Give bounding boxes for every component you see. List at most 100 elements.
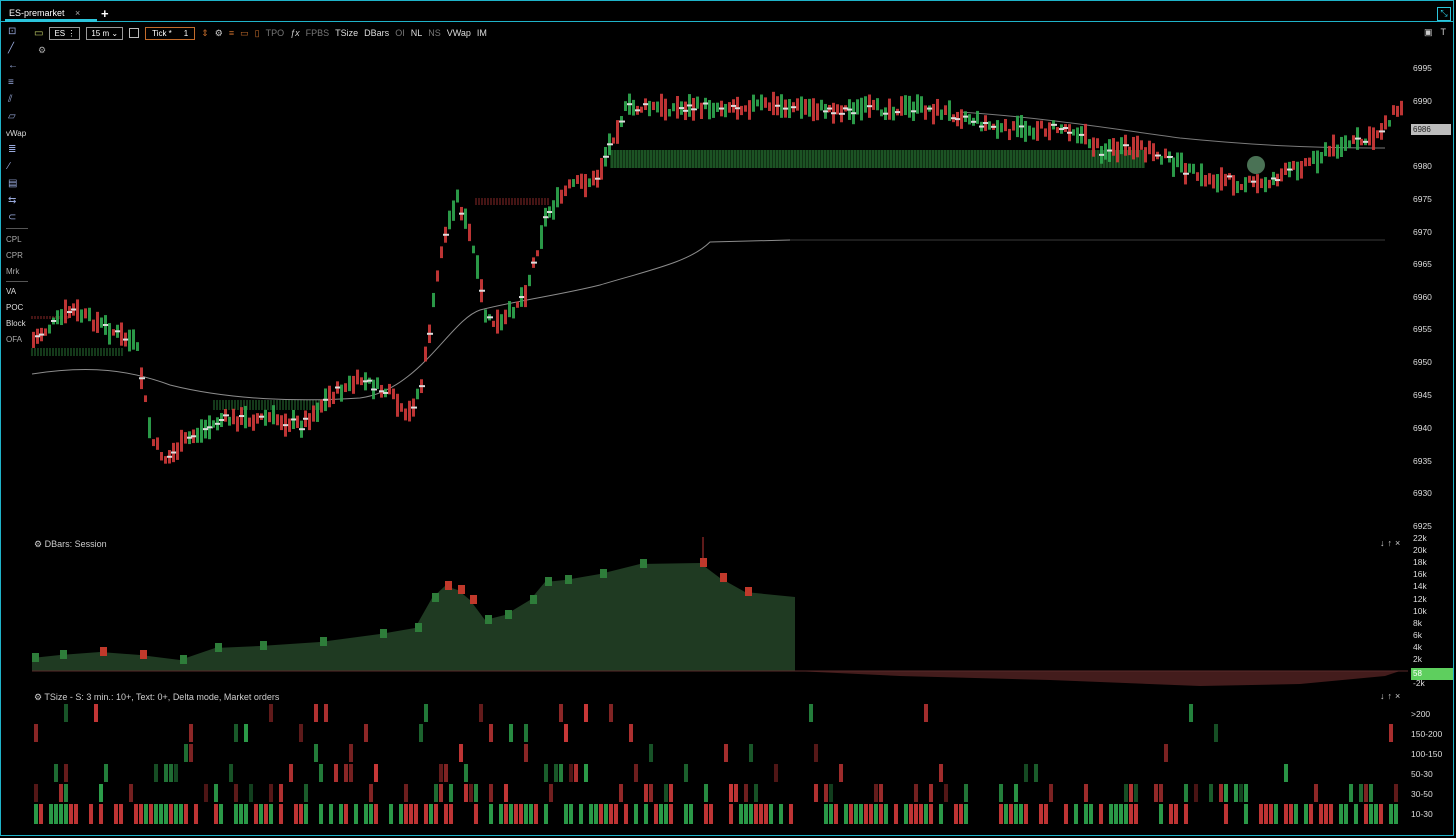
tsize-bar [74, 804, 78, 824]
tab-es-premarket[interactable]: ES-premarket × [9, 8, 80, 18]
dbars-axis-label: 22k [1413, 533, 1427, 543]
channel-tool-icon[interactable]: ⫽ [8, 94, 13, 105]
delta-bar [320, 637, 327, 646]
tsize-bar [859, 804, 863, 824]
mrk-tool[interactable]: Mrk [6, 267, 20, 276]
tsize-bar [999, 784, 1003, 802]
text-box-tool-icon[interactable]: ▤ [8, 178, 18, 189]
toolbar-vwap[interactable]: VWap [446, 28, 471, 38]
brush-tool-icon[interactable]: ∕ [8, 161, 10, 172]
line-tool-icon[interactable]: ╱ [8, 43, 15, 54]
tsize-bar [644, 804, 648, 824]
dbars-axis-label: 4k [1413, 642, 1422, 652]
poc-mark [775, 104, 781, 107]
footprint-bar [1112, 138, 1115, 156]
screenshot-icon[interactable]: ▣ [1424, 27, 1433, 37]
symbol-selector[interactable]: ES ⋮ [49, 26, 81, 40]
candle-icon[interactable]: ▯ [254, 27, 260, 38]
toolbar-tsize[interactable]: TSize [335, 28, 359, 38]
block-tool[interactable]: Block [6, 319, 26, 328]
tick-checkbox[interactable] [129, 28, 140, 38]
toolbar-nl[interactable]: NL [410, 28, 423, 38]
va-tool[interactable]: VA [6, 287, 17, 296]
tsize-bar [1389, 724, 1393, 742]
footprint-bar [1368, 126, 1371, 146]
footprint-bar [232, 408, 235, 425]
text-tool-button[interactable]: T [1440, 27, 1447, 37]
footprint-bar [316, 402, 319, 422]
poc-mark [103, 323, 109, 326]
bars-icon[interactable]: ≡ [228, 28, 235, 38]
new-tab-button[interactable]: + [101, 6, 109, 21]
fib-tool-icon[interactable]: ≣ [8, 144, 17, 155]
settings-icon[interactable]: ⚙ [214, 27, 223, 38]
poc-mark [259, 415, 265, 418]
tsize-panel-controls[interactable]: ↓↑× [1380, 691, 1404, 701]
cpr-tool[interactable]: CPR [6, 251, 23, 260]
dbars-panel-title[interactable]: ⚙ DBars: Session [34, 539, 107, 550]
tsize-bar [1044, 804, 1048, 824]
toolbar-dbars[interactable]: DBars [364, 28, 390, 38]
tsize-bar [339, 804, 343, 824]
dbars-settings-icon[interactable]: ⚙ [34, 539, 43, 549]
footprint-bar [1316, 150, 1319, 174]
toolbar-oi[interactable]: OI [395, 28, 405, 38]
tsize-bar [1084, 804, 1088, 824]
ray-tool-icon[interactable]: ← [8, 60, 18, 71]
toolbar-im[interactable]: IM [476, 28, 487, 38]
tsize-bar [789, 804, 793, 824]
footprint-bar [272, 405, 275, 425]
toolbar-fpbs[interactable]: FPBS [305, 28, 330, 38]
rectangle-tool-icon[interactable]: ▱ [8, 111, 16, 122]
tsize-bar [1234, 784, 1238, 802]
dbars-area [32, 563, 795, 671]
poc-mark [371, 388, 377, 391]
tsize-settings-icon[interactable]: ⚙ [34, 692, 43, 702]
poc-mark [323, 398, 329, 401]
footprint-bar [1132, 136, 1135, 160]
tsize-bar [964, 804, 968, 824]
tab-close-icon[interactable]: × [75, 8, 81, 18]
footprint-bar [396, 393, 399, 417]
tsize-bar [1034, 764, 1038, 782]
sub-settings-icon[interactable]: ⚙ [38, 45, 47, 55]
tsize-bar [319, 764, 323, 782]
tsize-bar [1129, 784, 1133, 802]
footprint-bar [616, 120, 619, 144]
window-restore-button[interactable]: ⤡ [1437, 7, 1451, 21]
tsize-bar [314, 744, 318, 762]
cpl-tool[interactable]: CPL [6, 235, 22, 244]
hline-tool-icon[interactable]: ≡ [8, 77, 14, 88]
tsize-panel-title[interactable]: ⚙ TSize - S: 3 min.: 10+, Text: 0+, Delt… [34, 692, 279, 703]
cursor-tool-icon[interactable]: ⊡ [8, 26, 17, 37]
stepper-icon[interactable]: ⇕ [201, 27, 209, 38]
tsize-bar [234, 724, 238, 742]
delta-bar [432, 593, 439, 602]
measure-tool-icon[interactable]: ⇆ [8, 195, 17, 206]
toolbar-ns[interactable]: NS [428, 28, 441, 38]
magnet-tool-icon[interactable]: ⊂ [8, 212, 17, 223]
tsize-bar [744, 804, 748, 824]
footprint-bar [572, 179, 575, 187]
tsize-bar [814, 784, 818, 802]
footprint-bar [1264, 177, 1267, 193]
poc-tool[interactable]: POC [6, 303, 24, 312]
box-icon[interactable]: ▭ [240, 27, 249, 38]
folder-icon[interactable]: ▭ [34, 27, 44, 39]
dbars-panel-controls[interactable]: ↓↑× [1380, 538, 1404, 548]
footprint-bar [1200, 163, 1203, 187]
footprint-bar [632, 99, 635, 116]
ofa-tool[interactable]: OFA [6, 335, 23, 344]
footprint-bar [160, 452, 163, 461]
tsize-bar [734, 784, 738, 802]
function-icon[interactable]: ƒx [290, 28, 300, 38]
timeframe-select[interactable]: 15 m ⌄ [86, 26, 124, 40]
footprint-bar [1308, 157, 1311, 166]
footprint-bar [1164, 148, 1167, 159]
toolbar-tpo[interactable]: TPO [265, 28, 285, 38]
vwap-tool[interactable]: vWap [6, 129, 27, 138]
tick-input[interactable]: Tick * 1 [145, 26, 196, 40]
poc-mark [459, 212, 465, 215]
footprint-bar [88, 307, 91, 322]
